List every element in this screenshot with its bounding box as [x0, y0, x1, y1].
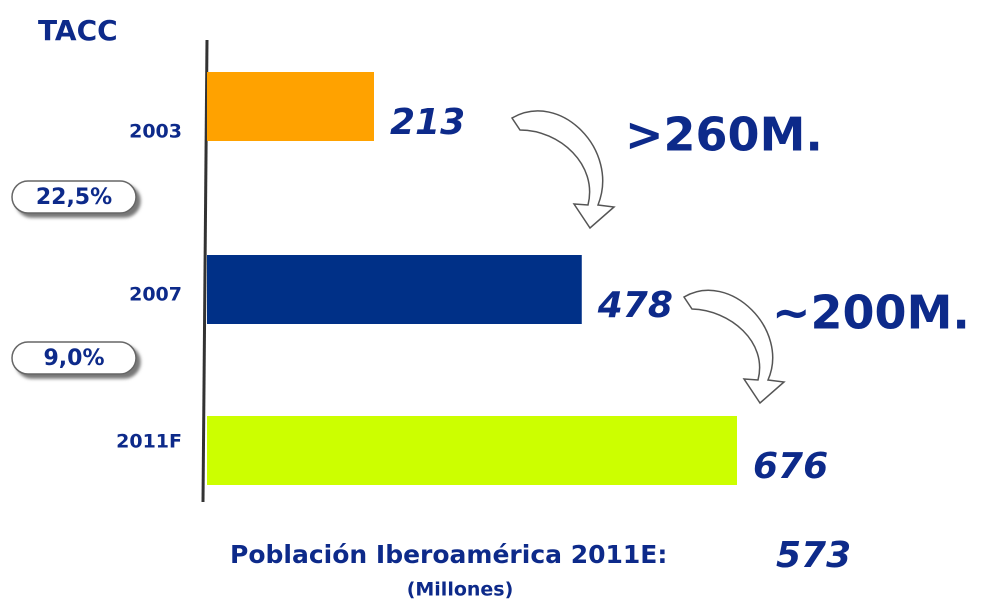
category-label: 2011F	[116, 431, 182, 453]
footer-unit: (Millones)	[407, 579, 514, 601]
footer-value: 573	[776, 535, 851, 576]
increment: ~200M.	[772, 286, 970, 340]
pill	[11, 341, 137, 375]
arrow	[510, 110, 616, 230]
pill	[11, 180, 137, 214]
increment: >260M.	[625, 108, 823, 162]
value-label: 676	[753, 446, 828, 487]
arrow	[682, 289, 786, 405]
chart-title: TACC	[38, 14, 118, 47]
bar	[207, 255, 582, 324]
growth-rate: 9,0%	[43, 346, 104, 371]
category-label: 2007	[129, 284, 182, 306]
value-label: 478	[597, 285, 673, 326]
bar	[207, 416, 737, 485]
bar	[207, 72, 374, 141]
value-label: 213	[390, 102, 465, 143]
growth-rate: 22,5%	[36, 185, 112, 210]
category-label: 2003	[129, 121, 182, 143]
axis-line	[201, 39, 209, 503]
footer-label: Población Iberoamérica 2011E:	[230, 540, 667, 569]
